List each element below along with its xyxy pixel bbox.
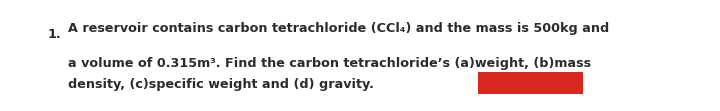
Text: A reservoir contains carbon tetrachloride (CCl₄) and the mass is 500kg and: A reservoir contains carbon tetrachlorid…	[68, 22, 609, 35]
Text: a volume of 0.315m³. Find the carbon tetrachloride’s (a)weight, (b)mass: a volume of 0.315m³. Find the carbon tet…	[68, 57, 591, 70]
Text: 1.: 1.	[48, 28, 62, 41]
Bar	[478, 72, 583, 94]
Text: density, (c)specific weight and (d) gravity.: density, (c)specific weight and (d) grav…	[68, 78, 374, 91]
